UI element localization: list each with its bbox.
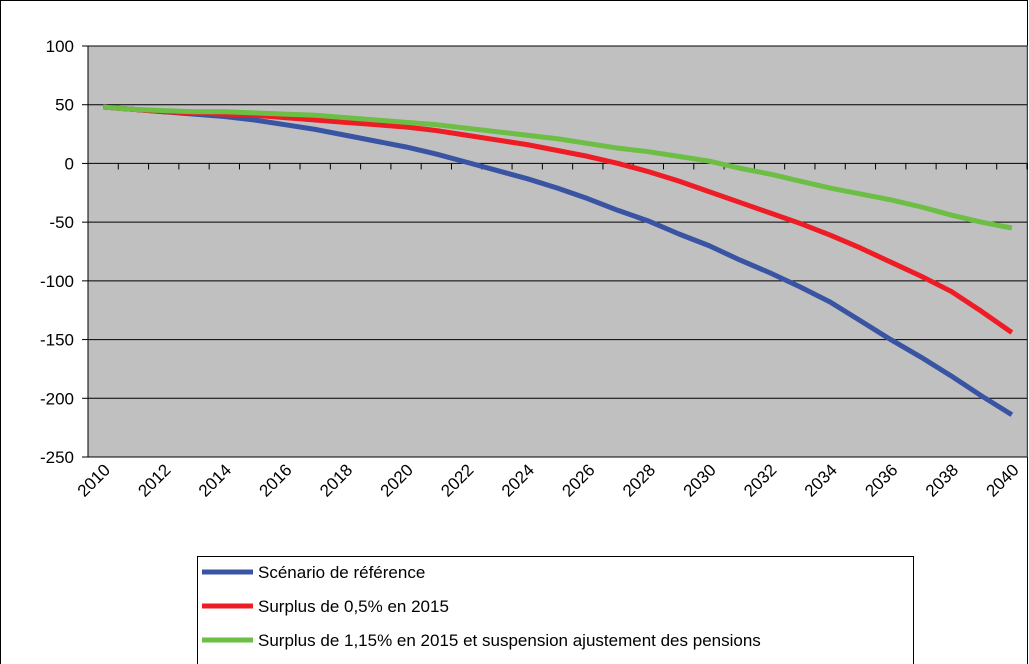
y-tick-label: 0 <box>65 154 74 173</box>
y-tick-label: -50 <box>49 213 74 232</box>
plot-area <box>87 45 1028 458</box>
legend-box <box>197 556 914 664</box>
y-tick-label: 100 <box>46 37 74 56</box>
y-tick-label: -150 <box>40 331 74 350</box>
series-line <box>102 104 1014 417</box>
legend-label: Surplus de 0,5% en 2015 <box>258 597 449 616</box>
y-tick-label: 50 <box>55 96 74 115</box>
series-line <box>102 104 1013 231</box>
y-tick-label: -250 <box>40 448 74 467</box>
y-tick-label: -200 <box>40 389 74 408</box>
y-tick-label: -100 <box>40 272 74 291</box>
legend-label: Scénario de référence <box>258 563 425 582</box>
legend-label: Surplus de 1,15% en 2015 et suspension a… <box>258 631 761 650</box>
